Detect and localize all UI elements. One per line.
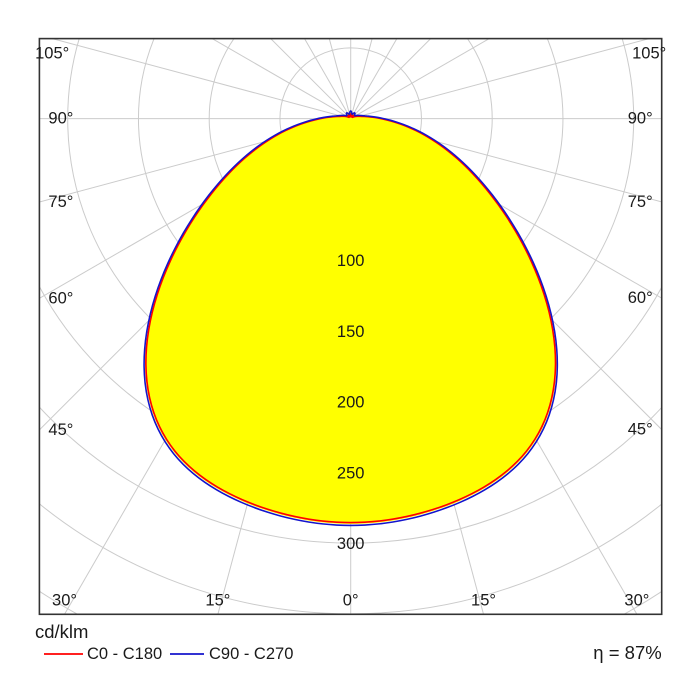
svg-text:60°: 60° (48, 289, 73, 307)
svg-text:15°: 15° (205, 591, 230, 609)
svg-text:η = 87%: η = 87% (593, 642, 661, 663)
svg-text:60°: 60° (628, 289, 653, 307)
svg-text:45°: 45° (48, 421, 73, 439)
svg-text:200: 200 (337, 394, 365, 412)
svg-text:90°: 90° (628, 110, 653, 128)
svg-text:45°: 45° (628, 421, 653, 439)
svg-text:105°: 105° (35, 45, 69, 63)
svg-text:15°: 15° (471, 591, 496, 609)
svg-text:150: 150 (337, 323, 365, 341)
svg-text:30°: 30° (624, 591, 649, 609)
svg-text:105°: 105° (632, 45, 666, 63)
svg-text:75°: 75° (48, 193, 73, 211)
svg-text:0°: 0° (343, 591, 359, 609)
svg-text:90°: 90° (48, 110, 73, 128)
svg-text:100: 100 (337, 252, 365, 270)
svg-text:75°: 75° (628, 193, 653, 211)
svg-text:30°: 30° (52, 591, 77, 609)
svg-text:cd/klm: cd/klm (35, 621, 88, 642)
svg-text:250: 250 (337, 464, 365, 482)
svg-text:C0 - C180: C0 - C180 (87, 645, 162, 663)
svg-text:300: 300 (337, 535, 365, 553)
svg-text:C90 - C270: C90 - C270 (209, 645, 293, 663)
